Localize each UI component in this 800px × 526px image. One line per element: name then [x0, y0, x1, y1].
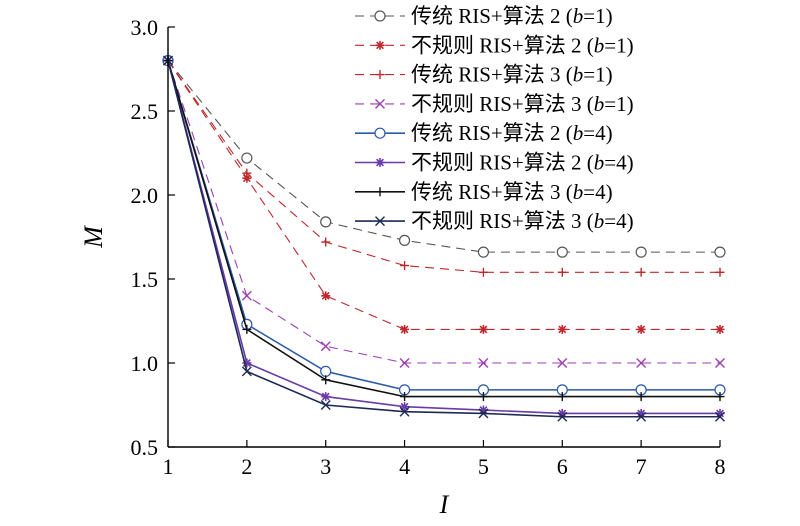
y-tick-label: 2.5: [131, 99, 159, 124]
data-point: [478, 408, 489, 419]
x-tick-label: 8: [715, 454, 726, 479]
legend-marker: [375, 158, 385, 167]
data-point: [321, 375, 331, 385]
series-line: [167, 60, 720, 418]
data-point: [478, 324, 488, 334]
data-point: [241, 152, 253, 164]
legend-label: 传统 RIS+算法 2 (b=4): [411, 121, 613, 145]
legend-label: 不规则 RIS+算法 3 (b=4): [411, 209, 634, 233]
legend-entry: 不规则 RIS+算法 2 (b=1): [355, 33, 634, 57]
legend: 传统 RIS+算法 2 (b=1) 不规则 RIS+算法 2 (b=1) 传统 RI…: [355, 4, 634, 233]
x-tick-label: 5: [478, 454, 489, 479]
legend-marker: [375, 70, 385, 80]
data-point: [478, 267, 488, 277]
data-point: [320, 216, 332, 228]
data-point: [714, 246, 726, 258]
y-tick-label: 1.5: [131, 267, 159, 292]
legend-entry: 不规则 RIS+算法 3 (b=4): [355, 209, 634, 233]
data-point: [715, 267, 725, 277]
data-point: [636, 324, 646, 334]
y-axis-label: M: [79, 225, 108, 249]
legend-label: 传统 RIS+算法 3 (b=4): [411, 180, 613, 204]
y-tick-label: 3.0: [131, 15, 159, 40]
data-point: [478, 358, 489, 368]
data-point: [556, 246, 568, 258]
series-1: [162, 54, 726, 258]
legend-label: 不规则 RIS+算法 2 (b=4): [411, 151, 634, 175]
data-point: [636, 358, 647, 368]
data-point: [715, 358, 725, 368]
series-line: [167, 60, 720, 364]
y-tick-label: 0.5: [131, 435, 159, 460]
data-point: [398, 234, 411, 246]
legend-marker: [375, 216, 385, 227]
x-tick-label: 4: [399, 454, 410, 479]
legend-marker: [375, 98, 385, 109]
data-point: [715, 324, 725, 334]
data-point: [399, 358, 410, 368]
x-tick-label: 7: [636, 454, 647, 479]
data-point: [557, 324, 567, 334]
data-point: [241, 366, 252, 377]
series-line: [167, 60, 720, 273]
data-point: [715, 392, 725, 402]
data-point: [320, 400, 331, 410]
data-point: [557, 267, 567, 277]
data-point: [320, 365, 332, 377]
data-point: [557, 392, 567, 402]
data-point: [242, 168, 252, 178]
x-tick-label: 1: [163, 454, 174, 479]
data-point: [635, 246, 647, 258]
data-point: [321, 237, 331, 247]
data-point: [636, 411, 647, 422]
legend-label: 传统 RIS+算法 2 (b=1): [411, 4, 613, 28]
legend-marker: [374, 127, 386, 139]
data-point: [321, 392, 331, 402]
data-point: [478, 392, 488, 402]
data-point: [400, 392, 410, 402]
y-tick-label: 2.0: [131, 183, 159, 208]
legend-label: 传统 RIS+算法 3 (b=1): [411, 63, 613, 87]
data-point: [636, 392, 646, 402]
data-point: [715, 411, 725, 422]
data-point: [321, 291, 331, 301]
legend-entry: 传统 RIS+算法 3 (b=1): [355, 63, 613, 87]
legend-label: 不规则 RIS+算法 3 (b=1): [411, 92, 634, 116]
legend-marker: [374, 10, 386, 22]
data-point: [400, 324, 410, 334]
data-point: [320, 341, 331, 352]
data-point: [636, 267, 646, 277]
x-tick-label: 2: [241, 454, 252, 479]
data-point: [400, 402, 410, 412]
legend-entry: 传统 RIS+算法 3 (b=4): [355, 180, 613, 204]
data-point: [400, 261, 410, 271]
data-point: [241, 290, 252, 301]
x-tick-label: 3: [320, 454, 331, 479]
legend-entry: 不规则 RIS+算法 2 (b=4): [355, 151, 634, 175]
data-point: [242, 324, 252, 334]
data-point: [399, 406, 410, 417]
data-point: [557, 358, 568, 368]
legend-marker: [375, 187, 385, 197]
axes: [167, 27, 720, 448]
legend-marker: [375, 40, 385, 50]
legend-entry: 不规则 RIS+算法 3 (b=1): [355, 92, 634, 116]
legend-entry: 传统 RIS+算法 2 (b=4): [355, 121, 613, 145]
ticks: 1 2 3 4 5 6 7 8 0.5 1.0 1.5 2.0 2.5 3.0: [131, 15, 726, 479]
legend-label: 不规则 RIS+算法 2 (b=1): [411, 33, 634, 57]
legend-entry: 传统 RIS+算法 2 (b=1): [355, 4, 613, 28]
series-line: [167, 60, 720, 330]
data-point: [477, 246, 490, 258]
series-line: [167, 60, 720, 253]
y-tick-label: 1.0: [131, 351, 159, 376]
x-axis-label: I: [439, 490, 450, 519]
data-point: [557, 411, 568, 422]
series-line: [167, 60, 720, 415]
x-tick-label: 6: [557, 454, 568, 479]
series-line: [167, 60, 720, 391]
series-line: [167, 60, 720, 398]
